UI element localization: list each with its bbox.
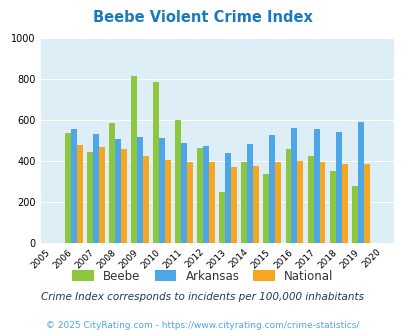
Bar [187,162,192,243]
Bar [297,161,303,243]
Bar [285,149,291,243]
Bar [93,134,98,243]
Bar [209,162,215,243]
Bar [98,148,104,243]
Bar [291,128,297,243]
Bar [247,144,253,243]
Bar [275,162,281,243]
Bar [109,123,115,243]
Legend: Beebe, Arkansas, National: Beebe, Arkansas, National [68,265,337,287]
Bar [219,192,225,243]
Bar [263,174,269,243]
Bar [341,164,347,243]
Bar [87,151,93,243]
Bar [164,160,171,243]
Bar [351,186,357,243]
Text: © 2025 CityRating.com - https://www.cityrating.com/crime-statistics/: © 2025 CityRating.com - https://www.city… [46,321,359,330]
Bar [175,120,181,243]
Text: Crime Index corresponds to incidents per 100,000 inhabitants: Crime Index corresponds to incidents per… [41,292,364,302]
Bar [307,155,313,243]
Bar [357,122,363,243]
Bar [115,139,121,243]
Bar [241,162,247,243]
Bar [363,164,369,243]
Bar [131,76,136,243]
Bar [159,138,164,243]
Text: Beebe Violent Crime Index: Beebe Violent Crime Index [93,10,312,25]
Bar [77,145,83,243]
Bar [197,148,202,243]
Bar [70,129,77,243]
Bar [253,166,259,243]
Bar [143,155,149,243]
Bar [65,133,70,243]
Bar [202,147,209,243]
Bar [335,132,341,243]
Bar [181,143,187,243]
Bar [329,171,335,243]
Bar [269,135,275,243]
Bar [319,162,325,243]
Bar [153,82,159,243]
Bar [313,129,319,243]
Bar [121,149,126,243]
Bar [136,137,143,243]
Bar [231,167,237,243]
Bar [225,152,231,243]
